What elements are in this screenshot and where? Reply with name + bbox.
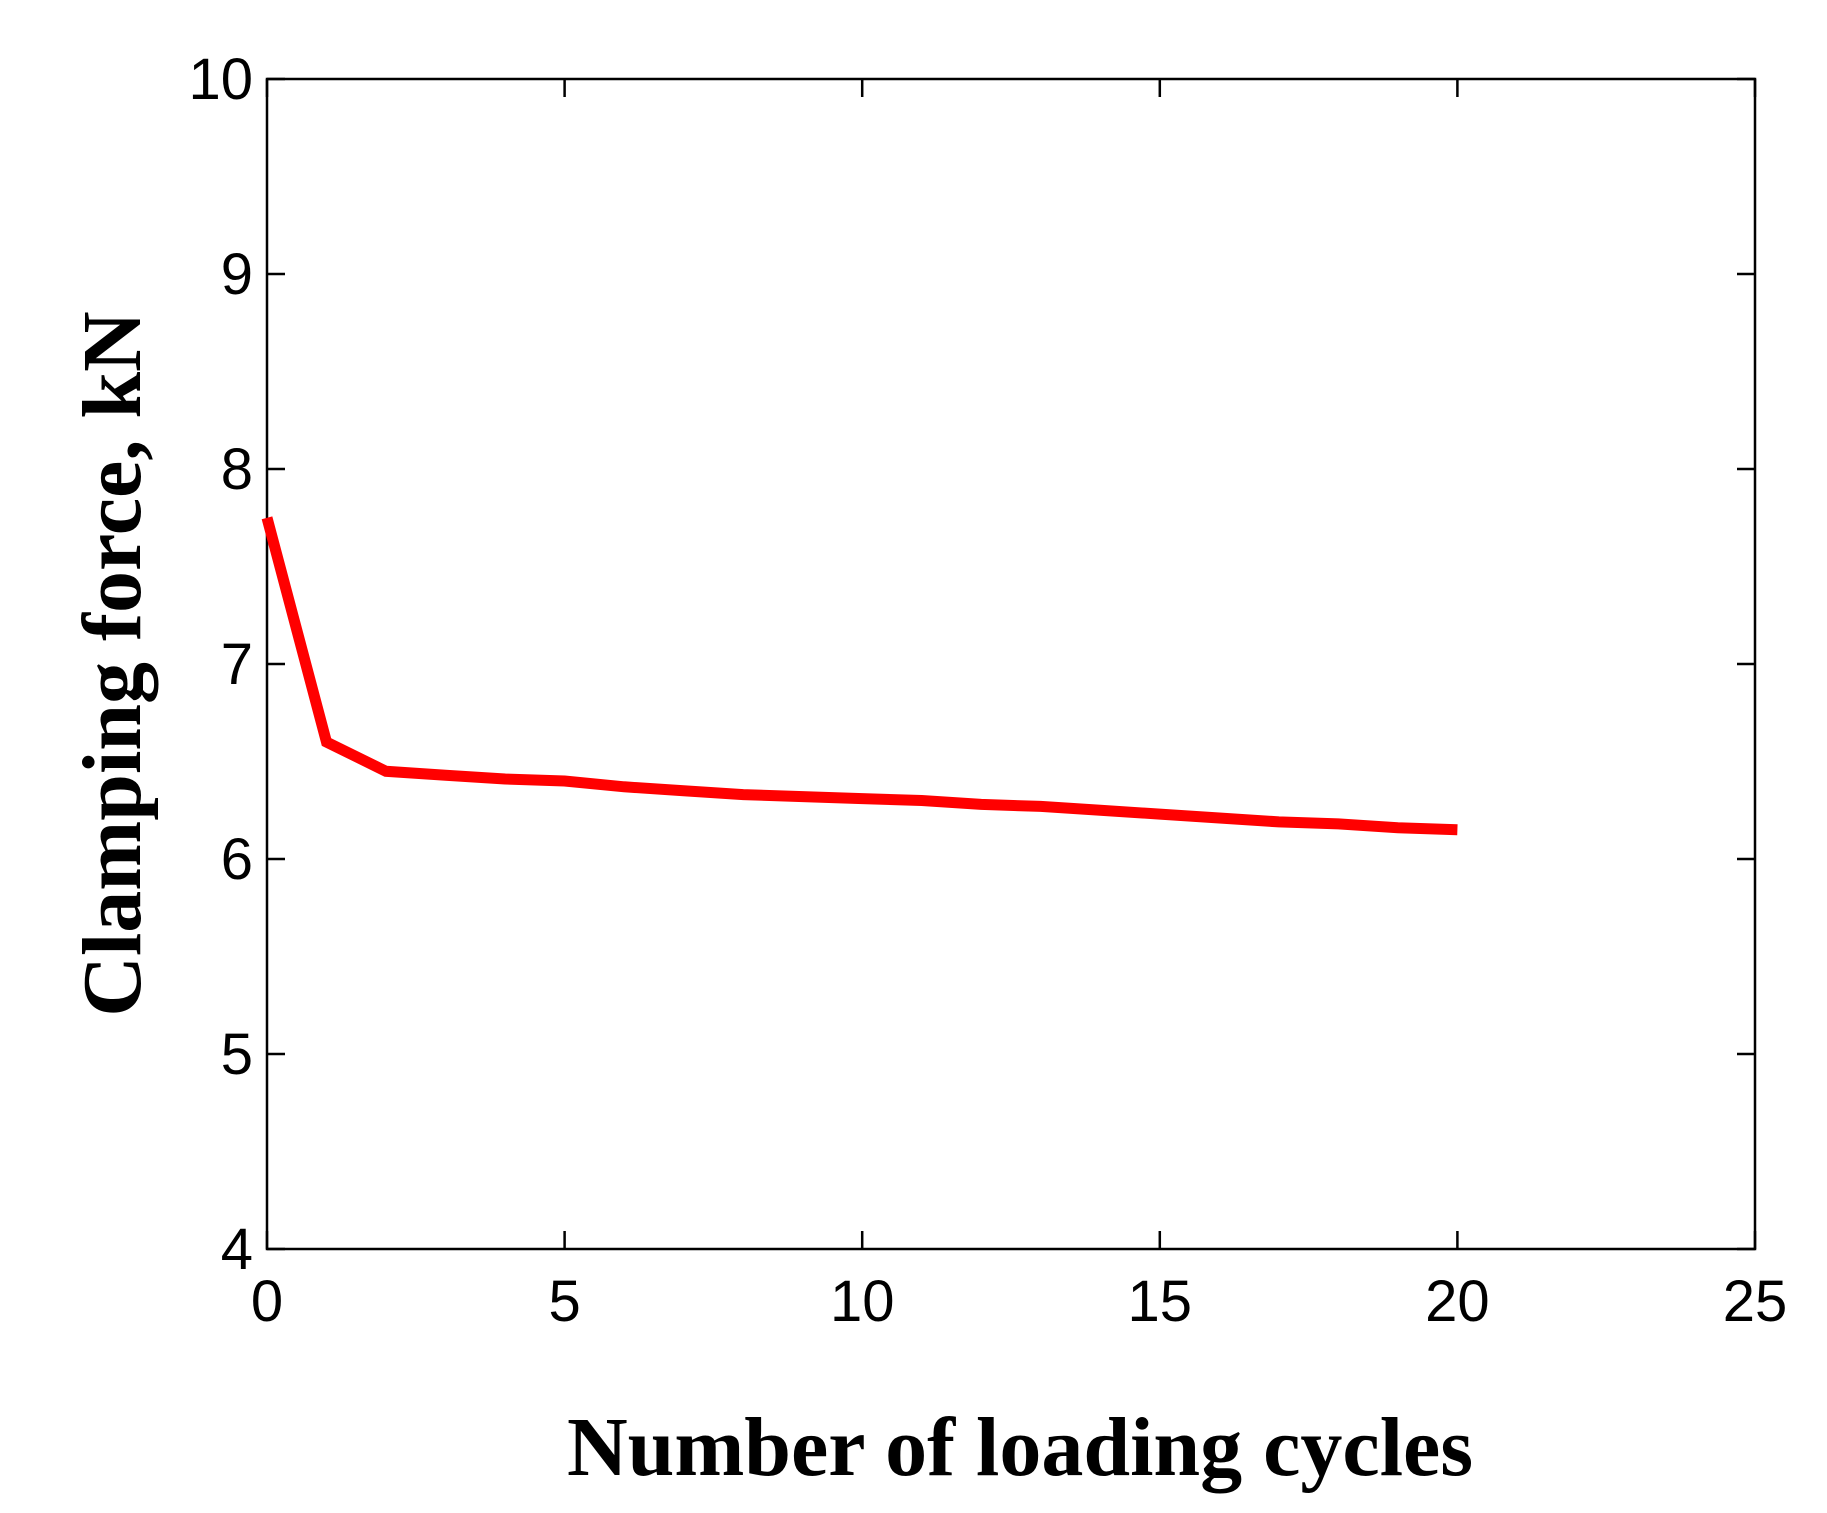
x-tick-labels: 0 5 10 15 20 25	[251, 1269, 1787, 1334]
plot-frame	[265, 77, 1757, 1251]
x-tick-label: 0	[251, 1269, 283, 1334]
x-tick-label: 15	[1128, 1269, 1193, 1334]
x-axis-title: Number of loading cycles	[567, 1401, 1473, 1494]
y-tick-label: 5	[221, 1022, 253, 1087]
y-tick-labels: 4 5 6 7 8 9 10	[188, 47, 253, 1282]
y-tick-label: 6	[221, 827, 253, 892]
y-tick-label: 4	[221, 1217, 253, 1282]
x-tick-label: 10	[830, 1269, 895, 1334]
x-tick-label: 25	[1723, 1269, 1788, 1334]
y-tick-label: 10	[188, 47, 253, 112]
y-axis-title: Clamping force, kN	[66, 311, 159, 1016]
axis-ticks	[265, 77, 1757, 1251]
x-tick-label: 5	[548, 1269, 580, 1334]
y-tick-label: 8	[221, 437, 253, 502]
y-tick-label: 9	[221, 242, 253, 307]
series-layer	[261, 516, 1458, 836]
x-tick-label: 20	[1425, 1269, 1490, 1334]
series-line-0	[261, 516, 1458, 836]
y-tick-label: 7	[221, 632, 253, 697]
